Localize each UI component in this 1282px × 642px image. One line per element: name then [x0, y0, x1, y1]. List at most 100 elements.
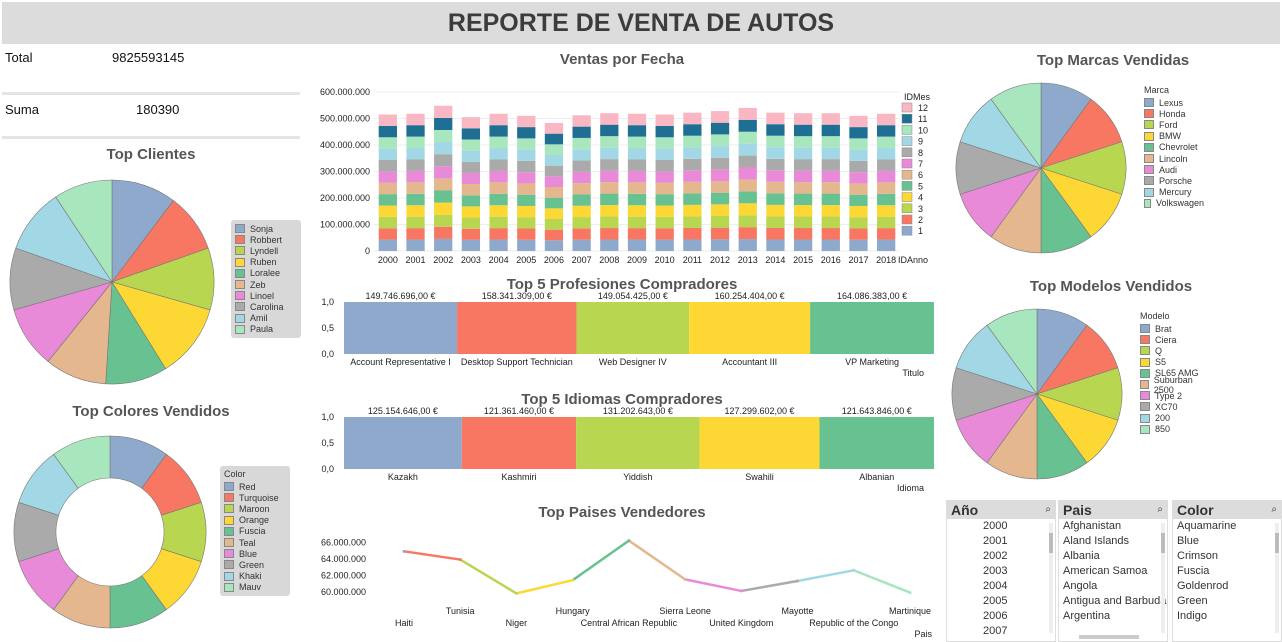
legend-item[interactable]: Khaki	[224, 571, 286, 582]
legend-item[interactable]: SL65 AMG	[1140, 368, 1206, 379]
legend-item[interactable]: Mauv	[224, 582, 286, 593]
legend-item[interactable]: Teal	[224, 537, 286, 548]
legend-item[interactable]: Q	[1140, 345, 1206, 356]
list-item[interactable]: Crimson	[1177, 550, 1218, 562]
legend-item[interactable]: Volkswagen	[1144, 198, 1204, 209]
pie-slice-ruben[interactable]	[111, 281, 211, 370]
legend-item[interactable]: Green	[224, 559, 286, 570]
top-marcas-panel[interactable]: Top Marcas Vendidas Marca Lexus Honda Ford…	[946, 46, 1280, 264]
legend-item[interactable]: Honda	[1144, 108, 1204, 119]
list-item[interactable]: 2002	[983, 550, 1008, 562]
legend-item[interactable]: Turquoise	[224, 492, 286, 503]
legend-item[interactable]: Paula	[235, 324, 297, 335]
top-marcas-pie-chart[interactable]	[946, 46, 1280, 264]
legend-item[interactable]: Ciera	[1140, 334, 1206, 345]
pie-slice-volkswagen[interactable]	[990, 82, 1042, 169]
legend-item[interactable]: BMW	[1144, 131, 1204, 142]
top-clientes-pie-chart[interactable]	[2, 142, 300, 394]
top-profesiones-bar-chart[interactable]: 1,0 0,5 0,0 149.746.696,00 € Account Represe…	[308, 272, 936, 382]
list-item[interactable]: Albania	[1063, 550, 1100, 562]
top-colores-legend[interactable]: Color Red Turquoise Maroon Orange Fuscia Teal…	[220, 466, 290, 596]
list-item[interactable]: Afghanistan	[1063, 520, 1122, 532]
top-clientes-panel[interactable]: Top Clientes Sonja Robbert Lyndell Ruben Lor…	[2, 142, 301, 394]
legend-item[interactable]: Mercury	[1144, 187, 1204, 198]
top-profesiones-panel[interactable]: Top 5 Profesiones Compradores 1,0 0,5 0,0 1…	[308, 272, 936, 382]
list-item[interactable]: 2003	[983, 565, 1008, 577]
legend-swatch	[235, 235, 245, 245]
list-item[interactable]: Aquamarine	[1177, 520, 1237, 532]
scrollbar[interactable]	[1161, 523, 1165, 633]
list-item[interactable]: Angola	[1063, 580, 1098, 592]
legend-item[interactable]: Zeb	[235, 279, 297, 290]
legend-item[interactable]: 200	[1140, 413, 1206, 424]
legend-item[interactable]: Loralee	[235, 268, 297, 279]
top-modelos-legend[interactable]: Modelo Brat Ciera Q S5 SL65 AMG Suburban 2500…	[1136, 308, 1210, 438]
legend-item[interactable]: Ruben	[235, 257, 297, 268]
kpi-total[interactable]: Total 9825593145	[2, 46, 300, 86]
search-icon[interactable]: ⌕	[1271, 504, 1277, 515]
ventas-fecha-stacked-bar-chart[interactable]: 0 100.000.000 200.000.000 300.000.000 400.00…	[306, 46, 938, 266]
list-item[interactable]: 2005	[983, 595, 1008, 607]
search-icon[interactable]: ⌕	[1045, 504, 1051, 515]
top-marcas-legend[interactable]: Marca Lexus Honda Ford BMW Chevrolet Lincoln A…	[1140, 82, 1208, 212]
search-icon[interactable]: ⌕	[1157, 504, 1163, 515]
scrollbar[interactable]	[1049, 523, 1053, 633]
list-item[interactable]: Argentina	[1063, 610, 1111, 622]
legend-item[interactable]: XC70	[1140, 401, 1206, 412]
ventas-fecha-panel[interactable]: Ventas por Fecha 0 100.000.000 200.000.000…	[306, 46, 938, 266]
legend-item[interactable]: Brat	[1140, 323, 1206, 334]
legend-item[interactable]: Amil	[235, 313, 297, 324]
top-colores-panel[interactable]: Top Colores Vendidos Color Red Turquoise M…	[2, 400, 300, 640]
list-item[interactable]: Green	[1177, 595, 1208, 607]
list-item[interactable]: 2004	[983, 580, 1008, 592]
list-item[interactable]: 2001	[983, 535, 1008, 547]
legend-item[interactable]: Type 2	[1140, 390, 1206, 401]
top-idiomas-bar-chart[interactable]: 1,0 0,5 0,0 125.154.646,00 € Kazakh 121.361.4…	[308, 387, 936, 495]
list-item[interactable]: Goldenrod	[1177, 580, 1229, 592]
legend-item[interactable]: Fuscia	[224, 526, 286, 537]
legend-item[interactable]: Linoel	[235, 290, 297, 301]
pie-slice-paula[interactable]	[55, 179, 113, 283]
legend-item[interactable]: Porsche	[1144, 175, 1204, 186]
top-paises-panel[interactable]: Top Paises Vendedores 60.000.000 62.000.0…	[308, 500, 936, 640]
legend-item[interactable]: S5	[1140, 357, 1206, 368]
list-item[interactable]: 2006	[983, 610, 1008, 622]
legend-item[interactable]: Suburban 2500	[1140, 375, 1206, 395]
list-item[interactable]: 2000	[983, 520, 1008, 532]
kpi-suma[interactable]: Suma 180390	[2, 98, 300, 138]
legend-item[interactable]: Red	[224, 481, 286, 492]
top-paises-line-chart[interactable]: 60.000.000 62.000.000 64.000.000 66.000.000…	[308, 500, 936, 640]
listbox-anio[interactable]: Año ⌕ 2000 2001 2002 2003 2004 2005 2006 2007	[946, 500, 1056, 642]
list-item[interactable]: Antigua and Barbuda	[1063, 595, 1167, 607]
top-modelos-pie-chart[interactable]	[942, 272, 1280, 494]
top-colores-donut-chart[interactable]	[2, 400, 300, 640]
list-item[interactable]: Indigo	[1177, 610, 1207, 622]
legend-item[interactable]: Carolina	[235, 301, 297, 312]
legend-item[interactable]: Orange	[224, 515, 286, 526]
legend-item[interactable]: Ford	[1144, 119, 1204, 130]
list-item[interactable]: Blue	[1177, 535, 1200, 547]
scrollbar[interactable]	[1275, 523, 1279, 633]
top-clientes-legend[interactable]: Sonja Robbert Lyndell Ruben Loralee Zeb Linoel…	[231, 220, 301, 338]
list-item[interactable]: 2007	[983, 625, 1008, 637]
pie-slice-850[interactable]	[986, 308, 1038, 395]
top-modelos-panel[interactable]: Top Modelos Vendidos Modelo Brat Ciera Q S5…	[942, 272, 1280, 494]
list-item[interactable]: Fuscia	[1177, 565, 1210, 577]
listbox-color[interactable]: Color ⌕ Aquamarine Blue Crimson Fuscia Golden…	[1172, 500, 1282, 642]
pie-slice-mauv[interactable]	[53, 435, 111, 489]
legend-item[interactable]: Lincoln	[1144, 153, 1204, 164]
top-idiomas-panel[interactable]: Top 5 Idiomas Compradores 1,0 0,5 0,0 125.1…	[308, 387, 936, 495]
legend-item[interactable]: Maroon	[224, 503, 286, 514]
legend-item[interactable]: Blue	[224, 548, 286, 559]
legend-item[interactable]: Audi	[1144, 164, 1204, 175]
legend-item[interactable]: Sonja	[235, 223, 297, 234]
horizontal-scrollbar[interactable]	[1079, 635, 1139, 639]
listbox-pais[interactable]: Pais ⌕ Afghanistan Aland Islands Albania Ame…	[1058, 500, 1168, 642]
legend-item[interactable]: Lyndell	[235, 245, 297, 256]
legend-item[interactable]: Chevrolet	[1144, 142, 1204, 153]
list-item[interactable]: Aland Islands	[1063, 535, 1130, 547]
legend-item[interactable]: Robbert	[235, 234, 297, 245]
legend-item[interactable]: 850	[1140, 424, 1206, 435]
legend-item[interactable]: Lexus	[1144, 97, 1204, 108]
list-item[interactable]: American Samoa	[1063, 565, 1148, 577]
